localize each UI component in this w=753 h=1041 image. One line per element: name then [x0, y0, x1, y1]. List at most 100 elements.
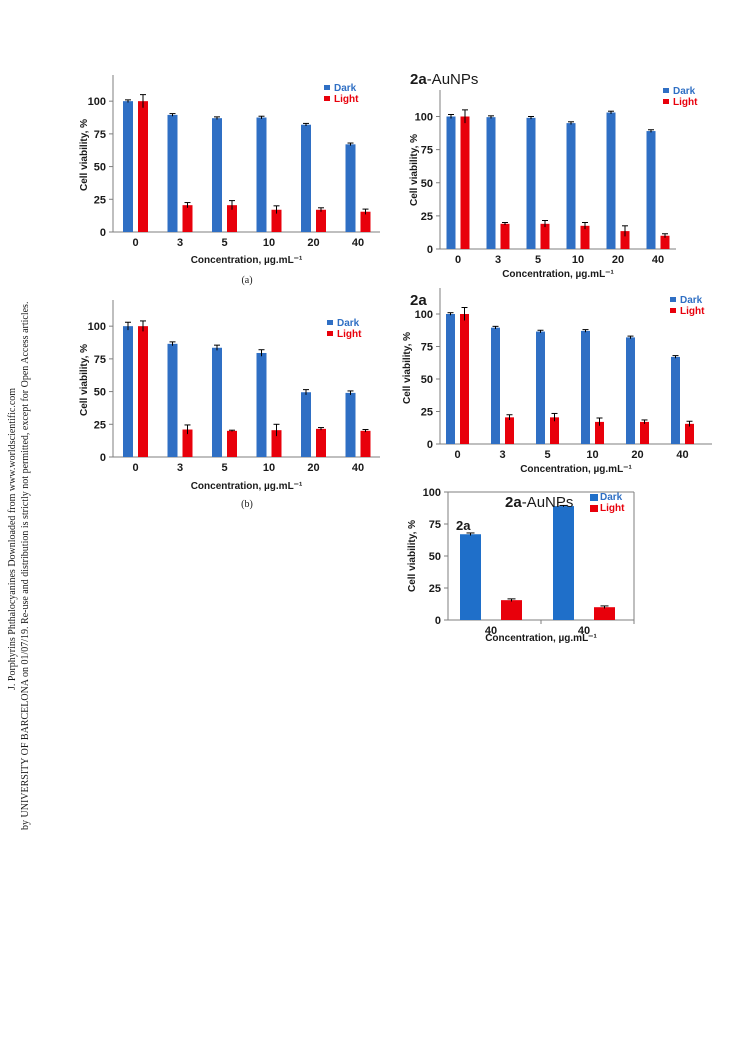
bar-dark-10 [566, 123, 576, 249]
y-axis-title: Cell viability, % [79, 119, 90, 191]
bar-light-0 [138, 101, 148, 233]
bar-dark-5 [212, 118, 222, 232]
y-tick-label: 0 [100, 227, 106, 239]
y-tick-label: 75 [421, 145, 433, 157]
y-tick-label: 100 [423, 487, 441, 499]
y-tick-label: 100 [88, 321, 106, 333]
chart-title: 2a-AuNPs [505, 494, 573, 511]
panel-label-b: (b) [241, 499, 253, 510]
y-tick-label: 50 [421, 178, 433, 190]
y-axis-title: Cell viability, % [409, 134, 420, 206]
x-tick-label: 20 [307, 237, 319, 249]
bar-light-10 [271, 430, 282, 457]
bar-dark-20 [301, 124, 311, 232]
y-tick-label: 75 [94, 129, 106, 141]
legend-label-light: Light [337, 329, 362, 340]
bar-light-3 [182, 429, 193, 457]
y-tick-label: 25 [421, 211, 433, 223]
x-tick-label: 40 [352, 462, 364, 474]
y-tick-label: 25 [429, 583, 441, 595]
bar-light-5 [550, 417, 559, 444]
y-axis-title: Cell viability, % [402, 332, 413, 404]
x-tick-label: 3 [495, 254, 501, 266]
bar-dark-40 [671, 356, 680, 444]
x-tick-label: 5 [535, 254, 541, 266]
x-tick-label: 0 [455, 254, 461, 266]
chart-title-bold: 2a [410, 71, 427, 88]
side-note: J. Porphyrins Phthalocyanines Downloaded… [7, 302, 31, 830]
chart-top-right-2a-aunps: 0 25 50 75 100 0 3 5 10 20 40 Concentration, µg.mL⁻… [409, 71, 698, 280]
legend-label-dark: Dark [673, 86, 696, 97]
bar-light-3 [182, 205, 193, 232]
legend-label-light: Light [600, 503, 625, 514]
legend-label-light: Light [680, 306, 705, 317]
bar-dark-3 [167, 343, 178, 457]
side-note-line2: by UNIVERSITY OF BARCELONA on 01/07/19. … [20, 302, 31, 830]
bar-dark-10 [256, 117, 267, 232]
y-tick-label: 25 [94, 194, 106, 206]
bar-dark-10 [256, 352, 267, 457]
chart-title-rest: -AuNPs [522, 494, 574, 511]
chart-title-rest: -AuNPs [427, 71, 479, 88]
y-tick-label: 50 [429, 551, 441, 563]
bar-light-0 [460, 116, 470, 249]
bar-light-20 [316, 209, 326, 232]
chart-title-bold: 2a [505, 494, 522, 511]
bar-dark-3 [167, 114, 178, 232]
legend-swatch-light [670, 308, 676, 313]
bar-light-40 [685, 423, 694, 444]
y-tick-label: 100 [88, 96, 106, 108]
bar-dark-20 [301, 392, 311, 457]
y-axis-title: Cell viability, % [79, 344, 90, 416]
legend-label-dark: Dark [600, 492, 623, 503]
x-tick-label: 3 [499, 449, 505, 461]
bar-dark-40 [460, 534, 481, 620]
bar-light-10 [580, 225, 590, 249]
y-tick-label: 100 [415, 112, 433, 124]
y-tick-label: 0 [427, 244, 433, 256]
y-tick-label: 75 [429, 519, 441, 531]
legend-swatch-light [324, 96, 330, 101]
legend-swatch-dark [663, 88, 669, 93]
y-tick-label: 75 [421, 342, 433, 354]
bar-dark-40 [345, 392, 356, 457]
y-tick-label: 50 [421, 374, 433, 386]
x-tick-label: 10 [572, 254, 584, 266]
y-tick-label: 50 [94, 387, 106, 399]
bar-dark-20 [626, 337, 635, 444]
y-tick-label: 50 [94, 162, 106, 174]
chart-title: 2a [410, 292, 427, 309]
y-tick-label: 25 [421, 407, 433, 419]
x-tick-label: 0 [132, 462, 138, 474]
x-tick-label: 40 [485, 625, 497, 637]
bar-light-3 [500, 223, 510, 249]
x-tick-label: 3 [177, 237, 183, 249]
x-axis-title: Concentration, µg.mL⁻¹ [520, 464, 632, 475]
bar-dark-3 [486, 117, 496, 249]
side-note-line1: J. Porphyrins Phthalocyanines Downloaded… [7, 388, 18, 690]
x-tick-label: 40 [352, 237, 364, 249]
bar-light-40 [360, 211, 371, 232]
bar-light-5 [227, 205, 237, 232]
x-tick-label: 10 [263, 237, 275, 249]
legend-swatch-light [327, 331, 333, 336]
bar-dark-10 [581, 330, 590, 444]
chart-top-left: 0 25 50 75 100 0 3 5 10 20 40 Concentration, µg.mL⁻… [79, 75, 380, 266]
bar-light-5 [540, 223, 550, 249]
bar-light-0 [138, 326, 148, 457]
bar-dark-3 [491, 327, 500, 444]
bar-dark-5 [536, 331, 545, 444]
y-axis-title: Cell viability, % [407, 520, 418, 592]
bar-dark-5 [212, 347, 222, 457]
chart-bottom-right-2a: 0 25 50 75 100 0 3 5 10 20 40 Concentration, µg.mL⁻… [402, 288, 712, 475]
x-tick-label: 3 [177, 462, 183, 474]
bar-dark-5 [526, 117, 536, 249]
bar-light-40 [594, 607, 615, 620]
x-tick-label: 10 [263, 462, 275, 474]
legend-swatch-light [590, 505, 598, 512]
x-tick-label: 40 [676, 449, 688, 461]
bar-light-10 [595, 421, 604, 444]
x-axis-title: Concentration, µg.mL⁻¹ [191, 255, 303, 266]
y-tick-label: 0 [100, 452, 106, 464]
